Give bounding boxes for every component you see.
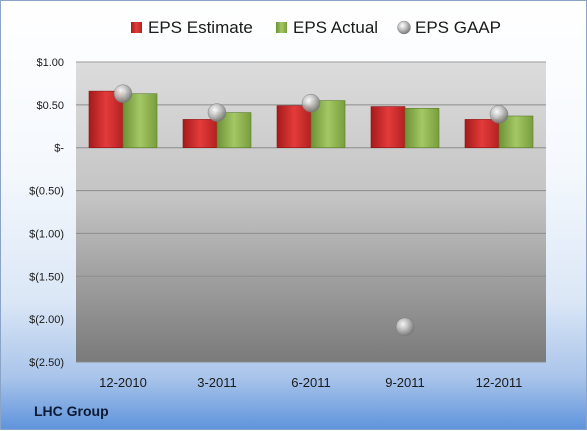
y-tick-label: $(1.50) xyxy=(29,271,64,283)
legend-swatch-estimate xyxy=(131,22,142,33)
y-tick-label: $(2.00) xyxy=(29,314,64,326)
x-tick-label: 6-2011 xyxy=(291,375,331,390)
legend-label: EPS Actual xyxy=(293,18,378,37)
eps-estimate-bar xyxy=(464,119,500,149)
gaap-markers xyxy=(113,84,509,337)
y-tick-label: $(2.50) xyxy=(29,357,64,369)
y-tick-label: $(1.00) xyxy=(29,228,64,240)
legend-label: EPS GAAP xyxy=(415,18,501,37)
y-axis: $1.00 $0.50 $- $(0.50) $(1.00) $(1.50) $(2.00)… xyxy=(29,57,64,369)
y-tick-label: $- xyxy=(54,143,64,155)
eps-estimate-bar xyxy=(276,105,312,149)
eps-actual-bar xyxy=(404,107,440,149)
legend: EPS Estimate EPS Actual EPS GAAP xyxy=(131,18,501,37)
eps-estimate-bar xyxy=(182,119,218,149)
eps-gaap-marker xyxy=(113,84,133,103)
eps-gaap-marker xyxy=(301,93,321,113)
x-tick-label: 9-2011 xyxy=(385,375,425,390)
eps-gaap-marker xyxy=(207,103,227,122)
eps-gaap-marker xyxy=(489,105,509,124)
eps-actual-bar xyxy=(122,93,158,149)
company-label: LHC Group xyxy=(34,403,109,419)
eps-estimate-bar xyxy=(370,106,406,149)
x-tick-label: 12-2010 xyxy=(99,375,147,390)
legend-label: EPS Estimate xyxy=(148,18,253,37)
legend-swatch-actual xyxy=(276,22,287,33)
x-tick-label: 3-2011 xyxy=(197,375,237,390)
x-tick-label: 12-2011 xyxy=(476,375,523,390)
bar-series xyxy=(88,90,534,149)
legend-swatch-gaap xyxy=(397,20,411,35)
y-tick-label: $1.00 xyxy=(36,57,64,69)
y-tick-label: $0.50 xyxy=(36,100,64,112)
eps-gaap-marker xyxy=(395,317,415,337)
y-tick-label: $(0.50) xyxy=(29,186,64,198)
x-axis: 12-2010 3-2011 6-2011 9-2011 12-2011 xyxy=(99,375,522,390)
